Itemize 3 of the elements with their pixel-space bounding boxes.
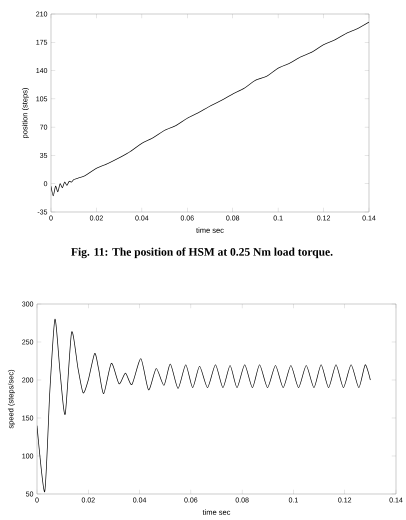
line-series <box>50 22 369 196</box>
line-series <box>36 318 371 492</box>
caption: Fig. 11: The position of HSM at 0.25 Nm load torque. <box>71 248 332 258</box>
